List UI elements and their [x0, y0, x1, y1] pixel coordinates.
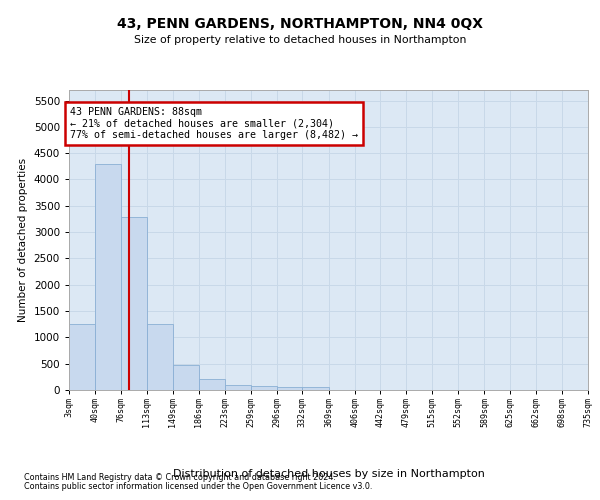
Bar	[225, 384, 251, 390]
Bar	[199, 380, 225, 390]
X-axis label: Distribution of detached houses by size in Northampton: Distribution of detached houses by size …	[173, 468, 484, 478]
Text: 43, PENN GARDENS, NORTHAMPTON, NN4 0QX: 43, PENN GARDENS, NORTHAMPTON, NN4 0QX	[117, 18, 483, 32]
Bar	[302, 388, 329, 390]
Bar	[69, 324, 95, 390]
Bar	[121, 218, 147, 390]
Bar	[95, 164, 121, 390]
Bar	[173, 364, 199, 390]
Y-axis label: Number of detached properties: Number of detached properties	[18, 158, 28, 322]
Bar	[147, 324, 173, 390]
Bar	[251, 386, 277, 390]
Text: Contains HM Land Registry data © Crown copyright and database right 2024.: Contains HM Land Registry data © Crown c…	[24, 474, 336, 482]
Bar	[277, 387, 302, 390]
Text: Size of property relative to detached houses in Northampton: Size of property relative to detached ho…	[134, 35, 466, 45]
Text: Contains public sector information licensed under the Open Government Licence v3: Contains public sector information licen…	[24, 482, 373, 491]
Text: 43 PENN GARDENS: 88sqm
← 21% of detached houses are smaller (2,304)
77% of semi-: 43 PENN GARDENS: 88sqm ← 21% of detached…	[70, 107, 358, 140]
